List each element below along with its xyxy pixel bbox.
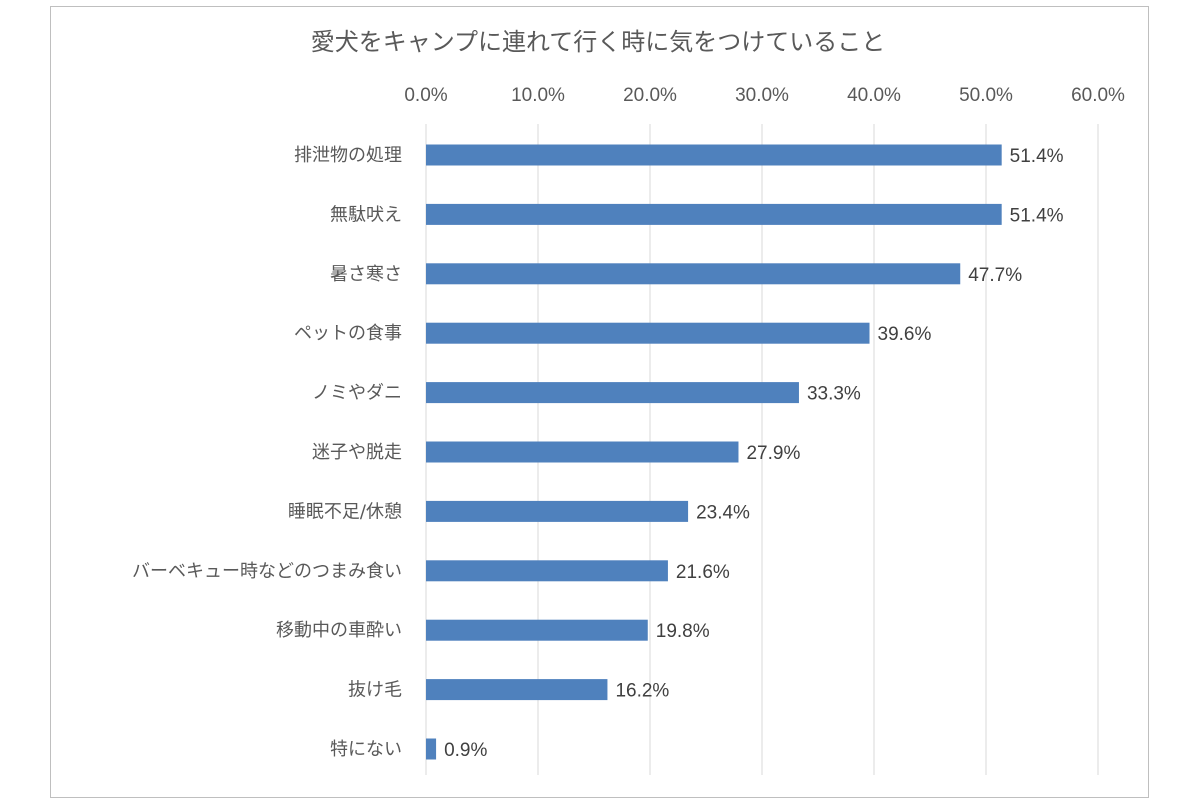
x-tick-label: 30.0% (735, 85, 789, 106)
chart-title: 愛犬をキャンプに連れて行く時に気をつけていること (311, 28, 886, 56)
data-label: 0.9% (444, 740, 487, 761)
x-axis-tick-labels: 0.0% 10.0% 20.0% 30.0% 40.0% 50.0% 60.0% (404, 85, 1125, 106)
data-label: 39.6% (878, 324, 932, 345)
bar (426, 263, 961, 285)
bar (426, 500, 689, 522)
x-tick-label: 60.0% (1071, 85, 1125, 106)
category-label: ペットの食事 (294, 323, 402, 344)
bar (426, 560, 668, 582)
category-label: ノミやダニ (312, 383, 402, 404)
gridlines (425, 124, 1099, 775)
data-label: 51.4% (1010, 205, 1064, 226)
data-label: 51.4% (1010, 146, 1064, 167)
category-label: バーベキュー時などのつまみ食い (132, 561, 402, 582)
bar (426, 144, 1002, 166)
x-tick-label: 20.0% (623, 85, 677, 106)
bar (426, 382, 799, 404)
category-label: 暑さ寒さ (330, 264, 402, 285)
category-label: 移動中の車酔い (276, 620, 402, 641)
category-labels: 排泄物の処理無駄吠え暑さ寒さペットの食事ノミやダニ迷子や脱走睡眠不足/休憩バーベ… (132, 145, 402, 760)
bar (426, 322, 870, 344)
data-label: 47.7% (968, 265, 1022, 286)
bars (426, 144, 1002, 760)
x-tick-label: 10.0% (511, 85, 565, 106)
data-label: 16.2% (615, 681, 669, 702)
x-tick-label: 50.0% (959, 85, 1013, 106)
data-labels: 51.4% 51.4% 47.7% 39.6% 33.3% 27.9% 23.4% 21.6%… (444, 146, 1064, 761)
category-label: 無駄吠え (330, 204, 402, 225)
category-label: 排泄物の処理 (294, 145, 402, 166)
data-label: 21.6% (676, 562, 730, 583)
data-label: 27.9% (746, 443, 800, 464)
bar (426, 738, 437, 760)
data-label: 33.3% (807, 384, 861, 405)
bar (426, 441, 739, 463)
category-label: 特にない (330, 739, 402, 760)
bar (426, 679, 608, 701)
category-label: 迷子や脱走 (312, 442, 402, 463)
data-label: 23.4% (696, 502, 750, 523)
bar (426, 619, 648, 641)
x-tick-label: 0.0% (404, 85, 447, 106)
category-label: 睡眠不足/休憩 (288, 501, 402, 522)
data-label: 19.8% (656, 621, 710, 642)
category-label: 抜け毛 (348, 680, 402, 701)
x-tick-label: 40.0% (847, 85, 901, 106)
bar (426, 203, 1002, 225)
